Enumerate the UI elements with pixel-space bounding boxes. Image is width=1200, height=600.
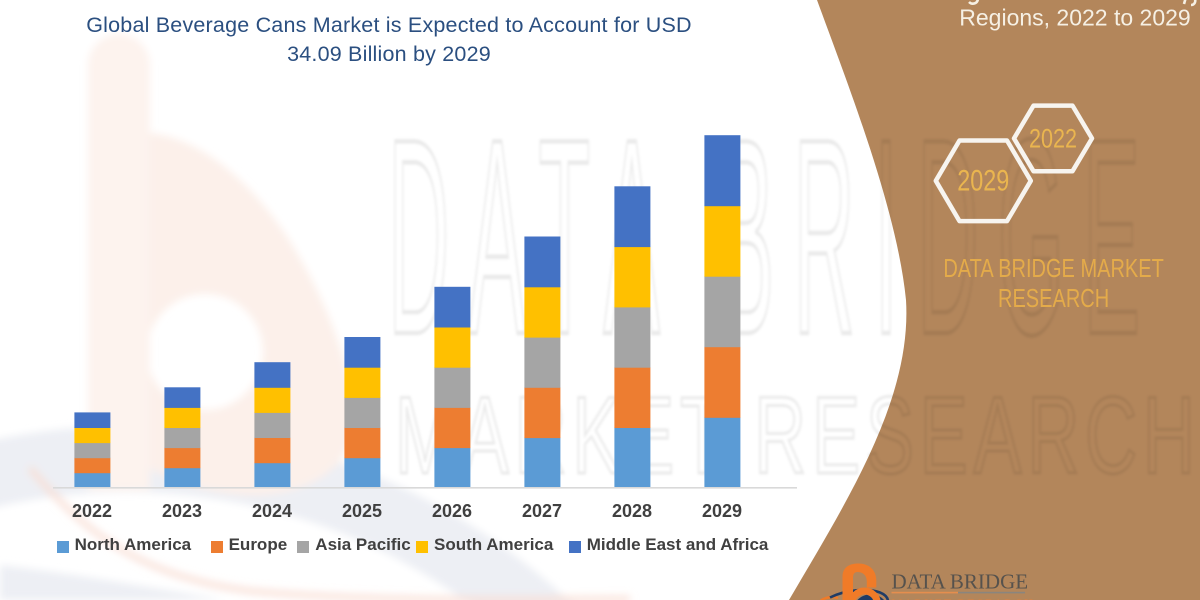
svg-text:Regions, 2022 to 2029: Regions, 2022 to 2029 <box>959 5 1190 31</box>
svg-text:2022: 2022 <box>1029 124 1077 154</box>
svg-text:DATA BRIDGE: DATA BRIDGE <box>892 570 1029 594</box>
svg-text:DATA BRIDGE MARKET: DATA BRIDGE MARKET <box>943 253 1163 282</box>
svg-text:RESEARCH: RESEARCH <box>998 283 1109 312</box>
svg-text:MARKET RESEARCH: MARKET RESEARCH <box>892 596 1035 600</box>
svg-text:2029: 2029 <box>957 164 1009 197</box>
